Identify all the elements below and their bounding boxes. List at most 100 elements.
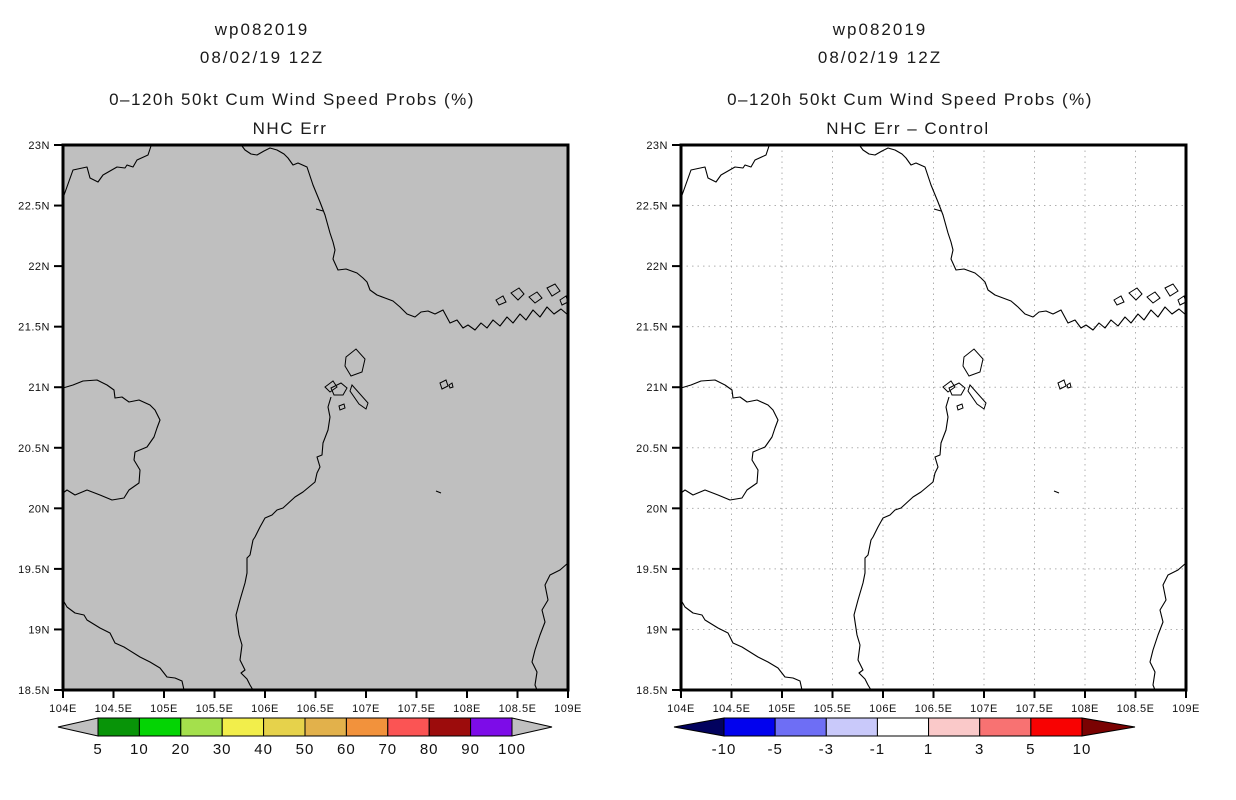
coastline-path	[680, 145, 770, 199]
colorbar-right-arrow	[1081, 717, 1136, 737]
lon-tick-label: 104.5E	[713, 703, 751, 715]
lon-tick-label: 104E	[49, 703, 77, 715]
island-path	[324, 380, 338, 393]
lon-tick-label: 108E	[453, 703, 481, 715]
map-left: 104E 104.5E 105E 105.5E 106E 106.5E 107E 107.5E…	[18, 140, 582, 715]
lat-tick-label: 21.5N	[18, 322, 50, 334]
lat-tick-label: 20N	[646, 503, 668, 515]
colorbar-label: 40	[254, 741, 273, 758]
coastline-path	[680, 599, 803, 691]
island-path	[344, 348, 366, 377]
lat-tick-label: 20.5N	[18, 443, 50, 455]
island-path	[448, 382, 454, 389]
lat-tick-label: 21N	[646, 382, 668, 394]
map-background	[63, 145, 568, 690]
colorbar-label: 5	[93, 741, 102, 758]
lat-tick-label: 19.5N	[636, 564, 668, 576]
lon-tick-label: 106.5E	[915, 703, 953, 715]
coastline-path	[62, 145, 152, 199]
lon-tick-label: 105E	[768, 703, 796, 715]
panel-label-right: NHC Err – Control	[826, 119, 990, 138]
lon-tick-label: 105E	[150, 703, 178, 715]
subtitle-right: 0–120h 50kt Cum Wind Speed Probs (%)	[727, 90, 1093, 109]
island-path	[439, 379, 449, 390]
coastline-path	[531, 562, 569, 691]
island-path	[942, 380, 956, 393]
lat-tick-label: 19N	[646, 624, 668, 636]
colorbar-label: 10	[130, 741, 149, 758]
lat-tick-label: 23N	[28, 140, 50, 152]
island-path	[495, 295, 507, 306]
lon-tick-label: 108E	[1071, 703, 1099, 715]
lat-tick-label: 20N	[28, 503, 50, 515]
island-path	[528, 291, 543, 304]
colorbar-label: 3	[975, 741, 984, 758]
lon-tick-label: 106E	[251, 703, 279, 715]
init-time-right: 08/02/19 12Z	[817, 48, 943, 67]
lat-tick-label: 22.5N	[18, 201, 50, 213]
lat-tick-label: 18.5N	[636, 685, 668, 697]
lon-tick-label: 107E	[352, 703, 380, 715]
lat-tick-label: 22N	[646, 261, 668, 273]
lon-tick-label: 105.5E	[814, 703, 852, 715]
island-path	[933, 208, 942, 212]
lon-tick-label: 109E	[554, 703, 582, 715]
lat-tick-label: 21N	[28, 382, 50, 394]
colorbar-label: -3	[819, 741, 834, 758]
island-path	[956, 403, 964, 411]
lon-tick-label: 107.5E	[398, 703, 436, 715]
island-path	[510, 287, 525, 301]
colorbar-segment	[979, 717, 1032, 737]
colorbar-left: 5 10 20 30 40 50 60 70 80 90 100	[57, 717, 553, 758]
colorbar-label: 80	[420, 741, 439, 758]
lat-tick-label: 18.5N	[18, 685, 50, 697]
map-background	[681, 145, 1186, 690]
storm-id-left: wp082019	[214, 20, 310, 39]
lon-tick-label: 105.5E	[196, 703, 234, 715]
lon-tick-label: 104E	[667, 703, 695, 715]
coastline-path	[241, 145, 569, 331]
colorbar-segment	[928, 717, 981, 737]
coastline-path	[1149, 562, 1187, 691]
island-path	[1057, 379, 1067, 390]
colorbar-left-arrow	[673, 717, 725, 737]
colorbar-segment	[470, 717, 513, 737]
coastline-path	[62, 599, 185, 691]
island-path	[1128, 287, 1143, 301]
colorbar-label: -1	[870, 741, 885, 758]
coastline-path	[62, 379, 161, 501]
colorbar-label: 60	[337, 741, 356, 758]
colorbar-label: 20	[171, 741, 190, 758]
colorbar-segment	[1030, 717, 1083, 737]
colorbar-segment	[428, 717, 472, 737]
island-path	[967, 384, 987, 410]
lat-tick-label: 23N	[646, 140, 668, 152]
lon-tick-label: 108.5E	[1117, 703, 1155, 715]
colorbar-segment	[825, 717, 878, 737]
coastline-path	[680, 379, 779, 501]
colorbar-label: 70	[378, 741, 397, 758]
lat-tick-label: 22.5N	[636, 201, 668, 213]
lat-tick-label: 21.5N	[636, 322, 668, 334]
lon-tick-label: 107E	[970, 703, 998, 715]
colorbar-label: 90	[461, 741, 480, 758]
colorbar-segment	[221, 717, 265, 737]
colorbar-segment	[345, 717, 389, 737]
colorbar-segment	[304, 717, 347, 737]
island-path	[1164, 283, 1179, 297]
colorbar-label: 30	[213, 741, 232, 758]
colorbar-label: -5	[767, 741, 782, 758]
island-path	[349, 384, 369, 410]
colorbar-segment	[180, 717, 223, 737]
colorbar-left-arrow	[57, 717, 99, 737]
colorbar-segment	[387, 717, 430, 737]
map-right: 104E 104.5E 105E 105.5E 106E 106.5E 107E 107.5E…	[636, 140, 1199, 715]
colorbar-label: -10	[712, 741, 737, 758]
lat-tick-label: 19.5N	[18, 564, 50, 576]
island-path	[1053, 490, 1060, 494]
lon-tick-label: 107.5E	[1016, 703, 1054, 715]
panel-label-left: NHC Err	[252, 119, 328, 138]
island-path	[330, 382, 348, 396]
colorbar-label: 10	[1073, 741, 1092, 758]
